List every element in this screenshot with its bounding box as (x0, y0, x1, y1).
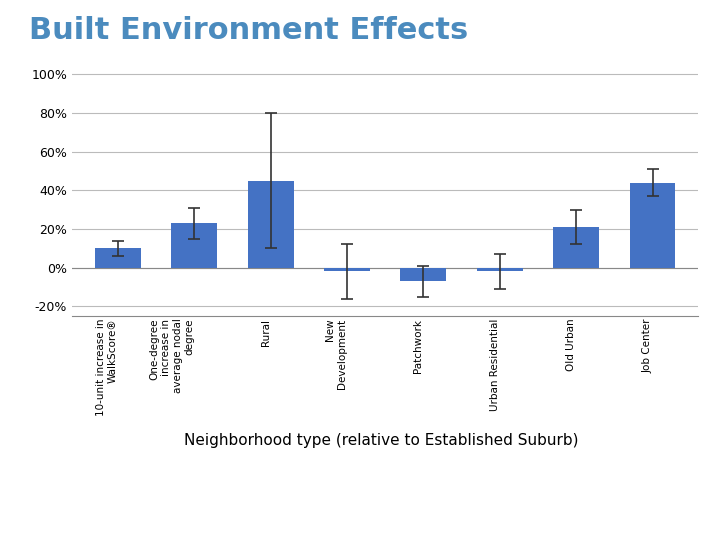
Bar (553, 227, 599, 268)
Text: Urban Residential: Urban Residential (490, 319, 500, 411)
Text: UCLA: UCLA (29, 498, 103, 522)
Text: Patchwork: Patchwork (413, 319, 423, 373)
Text: One-degree
increase in
average nodal
degree: One-degree increase in average nodal deg… (150, 319, 194, 394)
Text: New
Development: New Development (325, 319, 347, 389)
Text: Neighborhood type (relative to Established Suburb): Neighborhood type (relative to Establish… (184, 433, 579, 448)
Bar (400, 268, 446, 281)
Bar (477, 268, 523, 272)
Text: Rural: Rural (261, 319, 271, 346)
Bar (630, 183, 675, 268)
Bar (324, 268, 370, 272)
Text: Built Environment Effects: Built Environment Effects (29, 16, 468, 45)
Text: Old Urban: Old Urban (566, 319, 576, 371)
Text: Job Center: Job Center (642, 319, 652, 373)
Bar (171, 223, 217, 268)
Bar (248, 181, 294, 268)
Text: 10-unit increase in
WalkScore®: 10-unit increase in WalkScore® (96, 319, 118, 416)
Bar (95, 248, 140, 268)
